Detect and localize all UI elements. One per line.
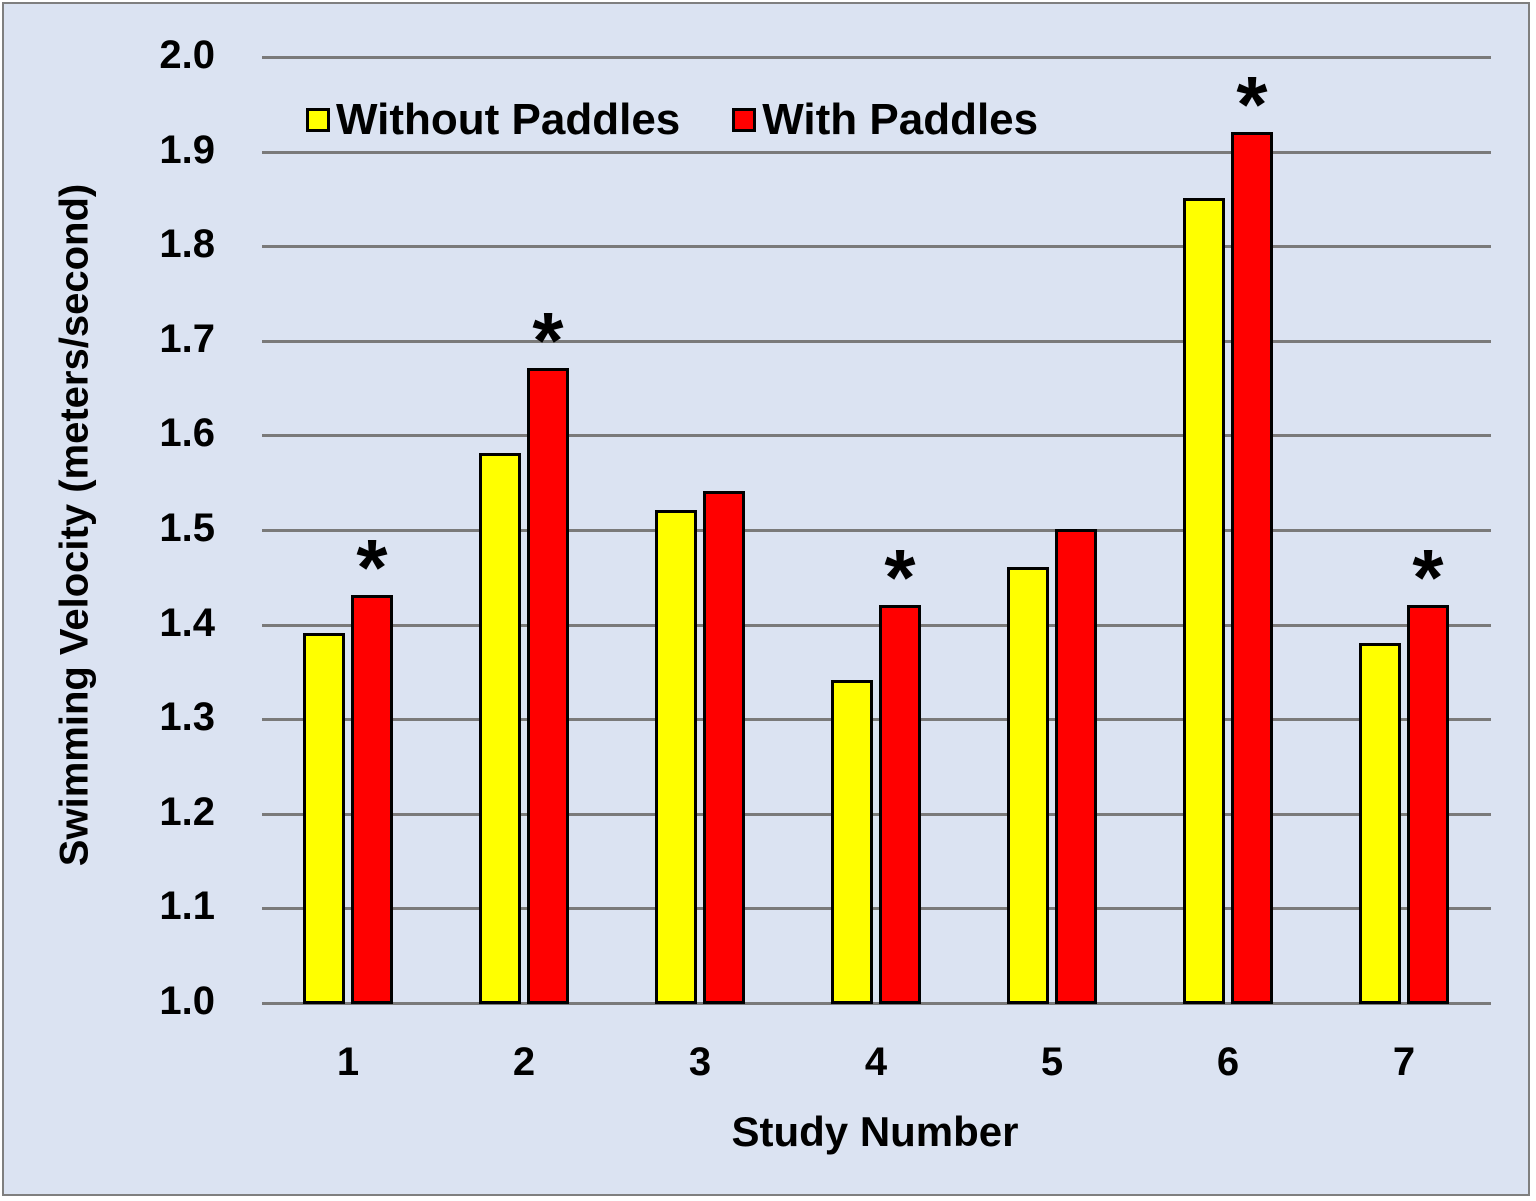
y-tick-label: 1.7 [159, 316, 215, 361]
y-tick-label: 1.1 [159, 884, 215, 929]
legend: Without Paddles With Paddles [306, 95, 1090, 145]
bar-without-paddles [655, 510, 697, 1004]
gridline [262, 150, 1491, 154]
bar-with-paddles [879, 604, 921, 1004]
gridline [262, 623, 1491, 627]
gridline [262, 529, 1491, 532]
bar-without-paddles [303, 633, 345, 1004]
significance-asterisk-icon: * [532, 296, 564, 386]
gridline [262, 245, 1491, 249]
y-tick-label: 1.6 [159, 411, 215, 456]
y-tick-label: 1.4 [159, 600, 215, 645]
y-tick-label: 1.3 [159, 695, 215, 740]
y-tick-label: 1.9 [159, 127, 215, 172]
x-tick-label: 1 [336, 1040, 360, 1084]
y-tick-label: 2.0 [159, 33, 215, 77]
y-axis-title: Swimming Velocity (meters/second) [52, 183, 97, 867]
bar-without-paddles [479, 453, 521, 1004]
bar-with-paddles [1407, 604, 1449, 1004]
bar-without-paddles [1183, 197, 1225, 1004]
bar-with-paddles [703, 491, 745, 1004]
y-tick-label: 1.8 [159, 222, 215, 267]
bar-with-paddles [1231, 131, 1273, 1004]
gridline [262, 907, 1491, 911]
significance-asterisk-icon: * [884, 532, 916, 622]
bar-with-paddles [351, 595, 393, 1004]
legend-label: With Paddles [762, 95, 1039, 144]
bar-without-paddles [831, 680, 873, 1004]
x-tick-label: 5 [1040, 1040, 1064, 1084]
bar-without-paddles [1007, 566, 1049, 1004]
y-tick-label: 1.0 [159, 979, 215, 1023]
legend-label: Without Paddles [336, 95, 681, 144]
legend-swatch-yellow-icon [306, 108, 330, 132]
legend-swatch-red-icon [732, 108, 757, 132]
significance-asterisk-icon: * [1412, 532, 1444, 622]
gridline [262, 718, 1491, 722]
bar-with-paddles [527, 368, 569, 1004]
gridline [262, 56, 1491, 59]
legend-item-without-paddles: Without Paddles [306, 95, 680, 145]
gridline [262, 1002, 1491, 1005]
bar-with-paddles [1055, 529, 1097, 1004]
y-tick-label: 1.5 [159, 506, 215, 550]
significance-asterisk-icon: * [1236, 59, 1268, 149]
y-tick-label: 1.2 [159, 789, 215, 834]
x-tick-label: 6 [1216, 1040, 1240, 1084]
gridline [262, 812, 1491, 816]
x-axis-title: Study Number [731, 1108, 1019, 1155]
gridline [262, 339, 1491, 343]
x-tick-label: 7 [1392, 1040, 1416, 1084]
gridline [262, 434, 1491, 438]
significance-asterisk-icon: * [356, 523, 388, 613]
x-tick-label: 3 [688, 1040, 712, 1084]
legend-item-with-paddles: With Paddles [732, 95, 1038, 145]
bar-without-paddles [1359, 642, 1401, 1004]
x-tick-label: 2 [512, 1040, 536, 1084]
x-tick-label: 4 [864, 1040, 888, 1084]
